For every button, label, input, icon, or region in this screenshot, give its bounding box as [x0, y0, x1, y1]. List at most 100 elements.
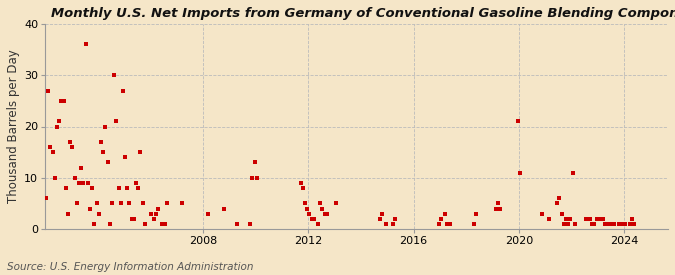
- Point: [583, 217, 593, 221]
- Point: [317, 207, 328, 211]
- Point: [148, 217, 159, 221]
- Point: [556, 211, 567, 216]
- Point: [587, 222, 597, 226]
- Point: [117, 88, 128, 93]
- Point: [251, 176, 262, 180]
- Point: [381, 222, 392, 226]
- Point: [56, 99, 67, 103]
- Y-axis label: Thousand Barrels per Day: Thousand Barrels per Day: [7, 50, 20, 204]
- Point: [140, 222, 151, 226]
- Point: [313, 222, 323, 226]
- Point: [247, 176, 258, 180]
- Point: [78, 181, 89, 185]
- Point: [613, 222, 624, 226]
- Point: [598, 217, 609, 221]
- Point: [72, 201, 82, 206]
- Point: [111, 119, 122, 123]
- Point: [159, 222, 170, 226]
- Point: [580, 217, 591, 221]
- Point: [308, 217, 319, 221]
- Point: [470, 211, 481, 216]
- Point: [249, 160, 260, 165]
- Point: [493, 201, 504, 206]
- Point: [602, 222, 613, 226]
- Point: [620, 222, 630, 226]
- Point: [87, 186, 98, 190]
- Point: [560, 217, 571, 221]
- Point: [102, 160, 113, 165]
- Point: [389, 217, 400, 221]
- Point: [232, 222, 242, 226]
- Point: [40, 196, 51, 200]
- Point: [624, 222, 635, 226]
- Point: [113, 186, 124, 190]
- Point: [63, 211, 74, 216]
- Point: [321, 211, 332, 216]
- Point: [137, 201, 148, 206]
- Point: [376, 211, 387, 216]
- Point: [47, 150, 58, 154]
- Point: [84, 207, 95, 211]
- Point: [616, 222, 626, 226]
- Point: [609, 222, 620, 226]
- Point: [295, 181, 306, 185]
- Point: [126, 217, 137, 221]
- Point: [563, 222, 574, 226]
- Point: [319, 211, 330, 216]
- Point: [554, 196, 565, 200]
- Point: [433, 222, 444, 226]
- Point: [330, 201, 341, 206]
- Point: [626, 217, 637, 221]
- Point: [297, 186, 308, 190]
- Point: [52, 124, 63, 129]
- Point: [591, 217, 602, 221]
- Point: [315, 201, 326, 206]
- Point: [607, 222, 618, 226]
- Point: [558, 222, 569, 226]
- Point: [374, 217, 385, 221]
- Point: [570, 222, 580, 226]
- Point: [54, 119, 65, 123]
- Point: [146, 211, 157, 216]
- Point: [302, 207, 313, 211]
- Point: [82, 181, 93, 185]
- Point: [565, 217, 576, 221]
- Point: [122, 186, 133, 190]
- Point: [131, 181, 142, 185]
- Point: [80, 42, 91, 46]
- Point: [76, 165, 86, 170]
- Point: [107, 201, 117, 206]
- Point: [133, 186, 144, 190]
- Point: [551, 201, 562, 206]
- Point: [93, 211, 104, 216]
- Point: [491, 207, 502, 211]
- Point: [74, 181, 84, 185]
- Point: [440, 211, 451, 216]
- Point: [300, 201, 310, 206]
- Point: [618, 222, 628, 226]
- Point: [109, 73, 119, 77]
- Point: [600, 222, 611, 226]
- Point: [67, 145, 78, 149]
- Point: [177, 201, 188, 206]
- Point: [124, 201, 135, 206]
- Point: [306, 217, 317, 221]
- Point: [219, 207, 230, 211]
- Point: [468, 222, 479, 226]
- Point: [115, 201, 126, 206]
- Point: [128, 217, 139, 221]
- Point: [512, 119, 523, 123]
- Point: [135, 150, 146, 154]
- Point: [387, 222, 398, 226]
- Point: [100, 124, 111, 129]
- Point: [89, 222, 100, 226]
- Point: [514, 170, 525, 175]
- Text: Monthly U.S. Net Imports from Germany of Conventional Gasoline Blending Componen: Monthly U.S. Net Imports from Germany of…: [51, 7, 675, 20]
- Point: [96, 140, 107, 144]
- Point: [43, 88, 54, 93]
- Point: [49, 176, 60, 180]
- Point: [153, 207, 163, 211]
- Point: [444, 222, 455, 226]
- Point: [70, 176, 80, 180]
- Point: [157, 222, 168, 226]
